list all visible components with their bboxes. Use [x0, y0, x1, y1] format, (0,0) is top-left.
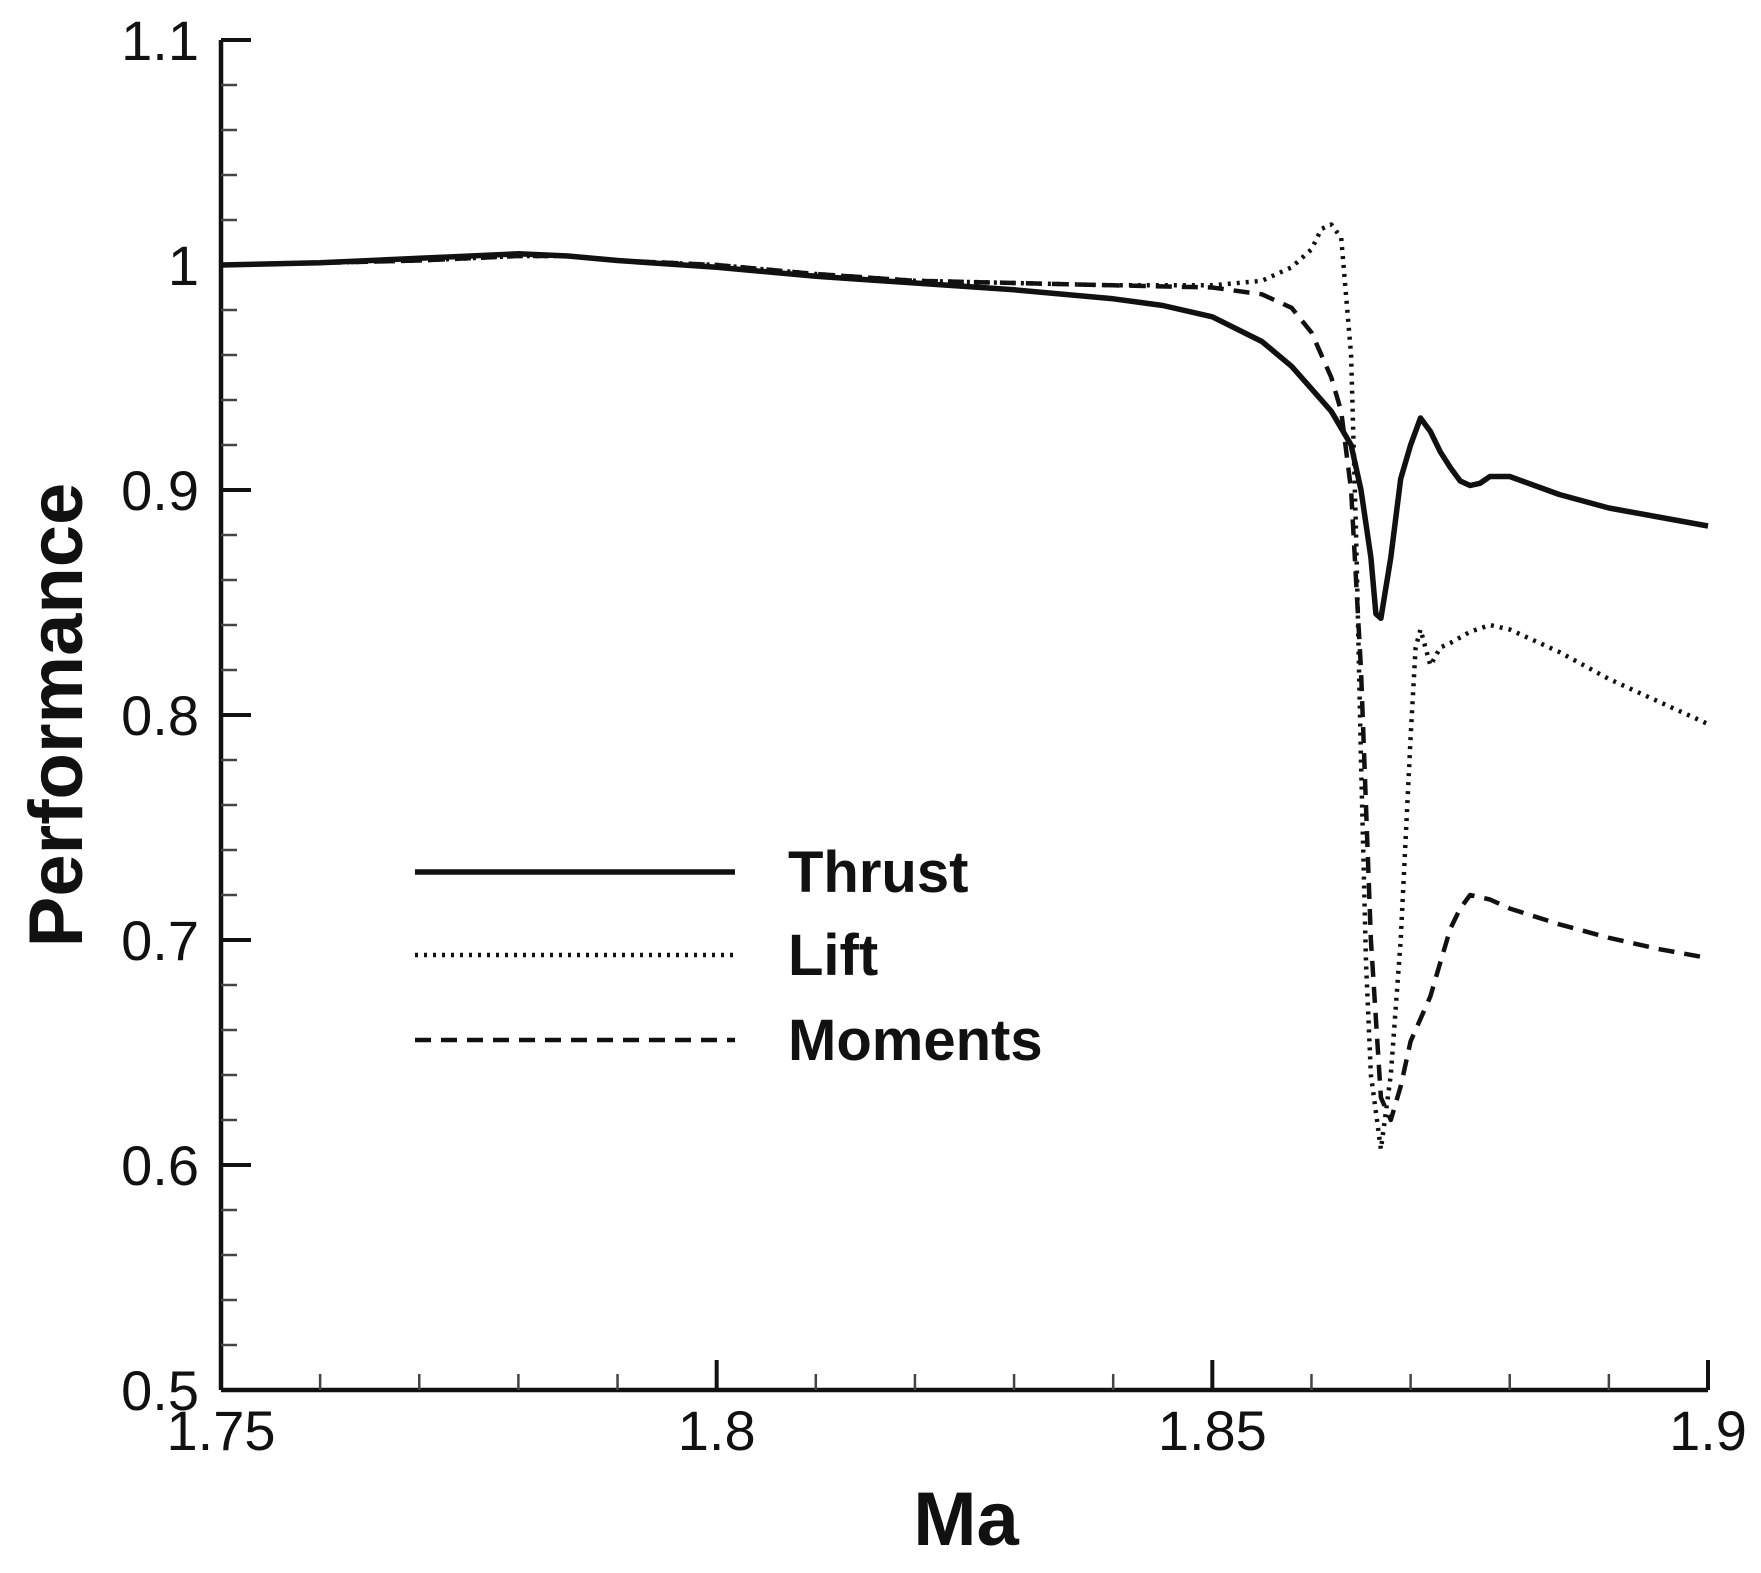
- series-lift-line: [220, 222, 1709, 1152]
- legend: Thrust Lift Moments: [415, 840, 1043, 1073]
- axes: [218, 40, 1708, 1393]
- y-tick-label: 0.5: [121, 1359, 199, 1422]
- y-tick-label: 0.9: [121, 459, 199, 522]
- x-axis-title: Ma: [913, 1477, 1019, 1562]
- tick-labels: 0.5 0.6 0.7 0.8 0.9 1 1.1 1.75 1.8 1.85 1.9: [121, 9, 1747, 1462]
- x-tick-label: 1.85: [1158, 1399, 1267, 1462]
- series-moments-line: [220, 253, 1709, 1123]
- ticks: [219, 38, 1710, 1392]
- legend-label-lift: Lift: [788, 923, 878, 988]
- y-tick-label: 1: [168, 234, 199, 297]
- y-tick-label: 0.7: [121, 909, 199, 972]
- x-tick-label: 1.8: [678, 1399, 756, 1462]
- y-axis-title: Performance: [14, 483, 99, 948]
- legend-label-thrust: Thrust: [788, 840, 968, 905]
- series-thrust-line: [220, 251, 1709, 622]
- y-tick-label: 0.6: [121, 1134, 199, 1197]
- legend-label-moments: Moments: [788, 1008, 1043, 1073]
- y-tick-label: 1.1: [121, 9, 199, 72]
- x-tick-label: 1.9: [1669, 1399, 1747, 1462]
- x-tick-label: 1.75: [167, 1399, 276, 1462]
- y-tick-label: 0.8: [121, 684, 199, 747]
- series-layer: [220, 222, 1709, 1152]
